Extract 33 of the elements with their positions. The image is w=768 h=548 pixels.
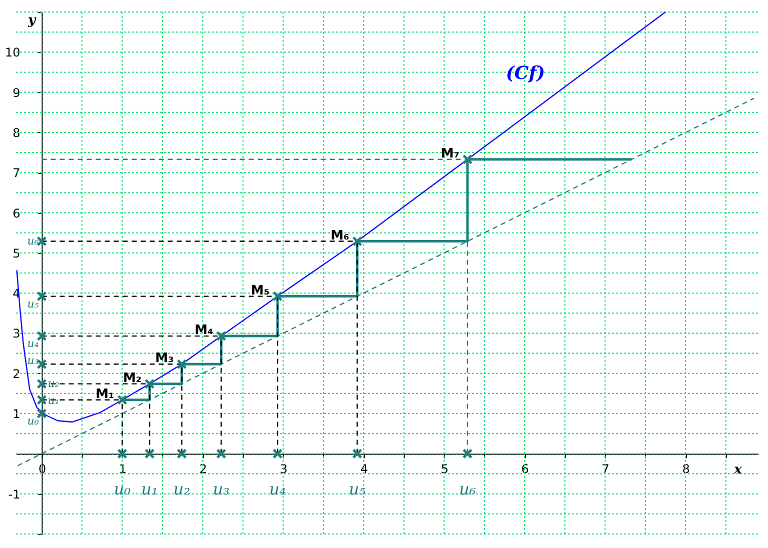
- y-tick-label: 6: [12, 206, 20, 220]
- y-tick-label: 2: [12, 366, 20, 381]
- y-tick-label: 9: [12, 86, 20, 100]
- x-tick-label: 4: [360, 462, 368, 476]
- y-tick-label: -1: [8, 487, 20, 502]
- annotation: u₆: [27, 234, 40, 248]
- annotation: M₅: [250, 283, 270, 298]
- annotation: u₁: [48, 394, 60, 407]
- annotation: u₁: [141, 480, 158, 499]
- annotation: u₀: [114, 480, 132, 499]
- annotation: M₇: [440, 146, 460, 162]
- x-tick-label: 5: [440, 462, 448, 476]
- annotation: M₆: [330, 228, 350, 244]
- series-label: (Cf): [506, 63, 546, 84]
- x-axis-title: x: [733, 462, 742, 478]
- annotation: u₃: [27, 354, 39, 368]
- annotation: u₆: [459, 480, 476, 499]
- annotation: M₁: [96, 386, 114, 402]
- y-tick-label: 10: [4, 46, 20, 60]
- annotation: u₅: [27, 297, 40, 310]
- annotation: u₀: [27, 414, 40, 428]
- y-axis-title: y: [26, 13, 37, 28]
- annotation: u₂: [48, 376, 60, 390]
- y-tick-label: 7: [12, 166, 20, 180]
- annotation: u₄: [269, 480, 286, 499]
- annotation: u₄: [27, 337, 39, 350]
- annotation: M₄: [194, 323, 214, 338]
- annotation: M₂: [122, 370, 142, 386]
- annotation: u₅: [348, 480, 366, 499]
- annotation: M₃: [155, 351, 174, 366]
- annotation: u₂: [173, 480, 190, 499]
- annotation: u₃: [212, 480, 230, 499]
- x-tick-label: 6: [521, 462, 529, 476]
